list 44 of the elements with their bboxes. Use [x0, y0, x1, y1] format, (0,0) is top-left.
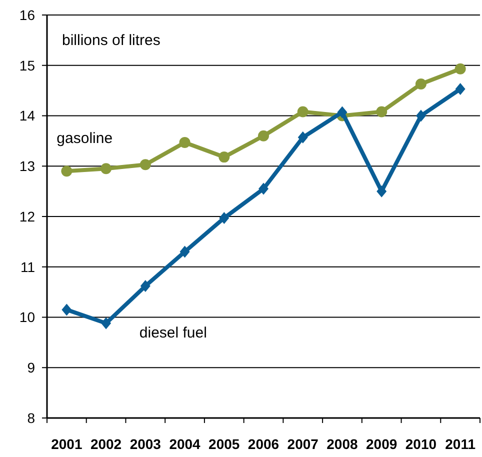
point: [179, 136, 190, 148]
y-axis-title: billions of litres: [62, 32, 160, 49]
point: [101, 317, 112, 330]
point: [218, 152, 230, 163]
x-tick-label: 2008: [326, 436, 358, 452]
x-tick-label: 2007: [287, 436, 319, 452]
y-tick-label: 9: [27, 360, 36, 376]
point: [376, 106, 388, 118]
point: [61, 166, 72, 177]
point: [219, 212, 230, 224]
point: [140, 280, 150, 292]
point: [140, 159, 151, 170]
x-tick-label: 2010: [405, 436, 437, 452]
series-label: diesel fuel: [139, 324, 207, 342]
x-tick-label: 2005: [208, 436, 240, 452]
x-tick-label: 2011: [445, 436, 476, 452]
point: [298, 131, 308, 144]
series-label: gasoline: [56, 130, 113, 148]
x-tick-label: 2003: [130, 436, 162, 452]
x-tick-label: 2001: [51, 436, 82, 452]
point: [258, 182, 268, 195]
point: [258, 130, 269, 142]
y-tick-label: 15: [19, 57, 36, 74]
point: [455, 83, 466, 96]
point: [376, 185, 387, 198]
x-tick-label: 2006: [248, 436, 280, 452]
point: [416, 110, 426, 122]
y-tick-label: 12: [19, 208, 36, 224]
y-tick-label: 14: [19, 108, 36, 124]
y-tick-label: 10: [19, 309, 36, 326]
point: [337, 106, 348, 118]
point: [297, 106, 308, 118]
point: [100, 163, 112, 174]
y-tick-label: 13: [19, 158, 36, 174]
y-tick-label: 11: [20, 258, 36, 275]
point: [180, 246, 190, 258]
point: [415, 78, 426, 90]
x-tick-label: 2002: [90, 436, 122, 452]
x-tick-label: 2004: [169, 436, 201, 452]
x-tick-label: 2009: [366, 436, 398, 452]
point: [454, 63, 466, 74]
point: [62, 304, 72, 316]
y-tick-label: 16: [19, 6, 36, 23]
y-tick-label: 8: [27, 410, 36, 426]
